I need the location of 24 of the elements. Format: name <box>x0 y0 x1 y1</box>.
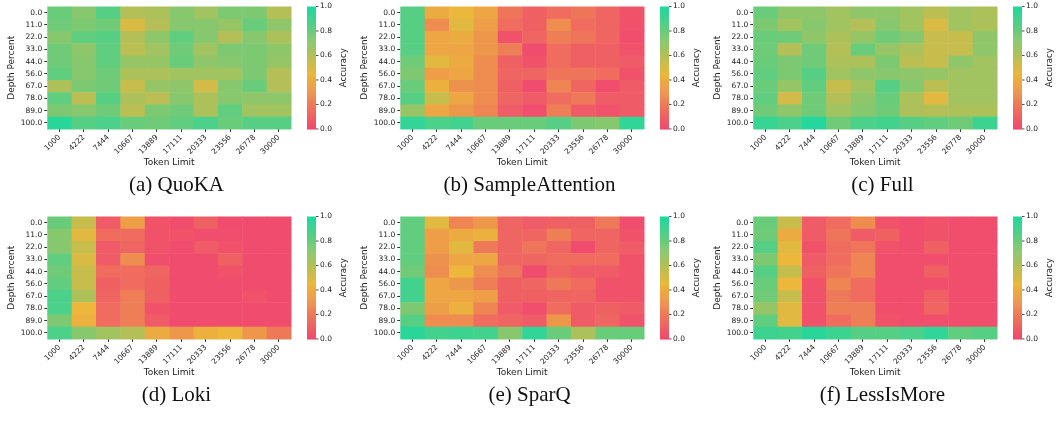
color-bar-title: Accuracy <box>1044 258 1055 298</box>
color-bar-title: Accuracy <box>338 258 349 298</box>
text: (f) LessIsMore <box>818 382 947 407</box>
text: (c) Full <box>850 172 915 197</box>
y-axis-title: Depth Percent <box>358 245 369 310</box>
y-axis-title: Depth Percent <box>5 35 16 100</box>
text: (d) Loki <box>140 382 213 407</box>
color-bar-title: Accuracy <box>1044 48 1055 88</box>
y-axis-title: Depth Percent <box>711 245 722 310</box>
y-axis-title: Depth Percent <box>711 35 722 100</box>
text: (e) SparQ <box>487 382 572 407</box>
x-axis-title: Token Limit <box>142 156 195 167</box>
x-axis-title: Token Limit <box>495 156 548 167</box>
color-bar-title: Accuracy <box>691 258 702 298</box>
x-axis-title: Token Limit <box>848 366 901 377</box>
x-axis-title: Token Limit <box>142 366 195 377</box>
text: (a) QuoKA <box>127 172 226 197</box>
color-bar-title: Accuracy <box>691 48 702 88</box>
x-axis-title: Token Limit <box>495 366 548 377</box>
color-bar-title: Accuracy <box>338 48 349 88</box>
y-axis-title: Depth Percent <box>5 245 16 310</box>
y-axis-title: Depth Percent <box>358 35 369 100</box>
x-axis-title: Token Limit <box>848 156 901 167</box>
text: (b) SampleAttention <box>442 172 617 197</box>
